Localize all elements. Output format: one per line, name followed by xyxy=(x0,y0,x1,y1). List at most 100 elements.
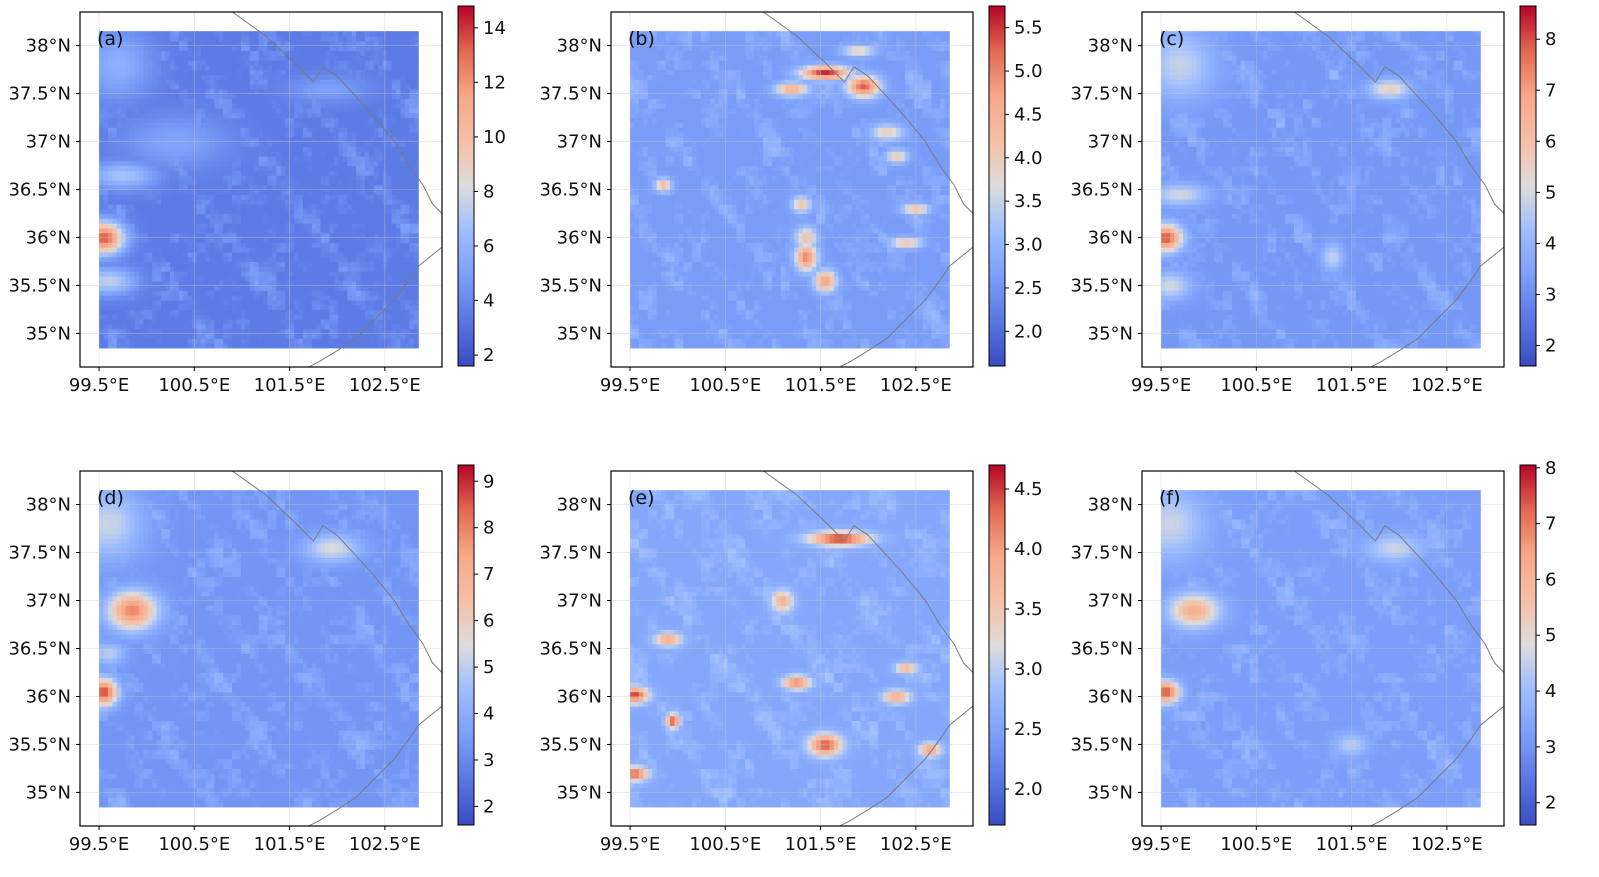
heatmap-cell xyxy=(634,309,640,315)
heatmap-cell xyxy=(169,184,175,191)
heatmap-cell xyxy=(338,45,344,51)
heatmap-cell xyxy=(178,242,184,248)
heatmap-cell xyxy=(285,146,291,152)
heatmap-cell xyxy=(205,271,211,277)
heatmap-cell xyxy=(107,175,113,181)
heatmap-cell xyxy=(99,136,105,143)
heatmap-cell xyxy=(103,314,109,320)
heatmap-cell xyxy=(382,237,388,243)
heatmap-cell xyxy=(320,314,326,320)
heatmap-cell xyxy=(134,122,140,128)
heatmap-cell xyxy=(258,31,264,37)
heatmap-cell xyxy=(409,314,415,320)
heatmap-cell xyxy=(396,88,402,95)
heatmap-cell xyxy=(130,117,136,123)
heatmap-cell xyxy=(138,79,144,85)
heatmap-cell xyxy=(373,155,379,162)
heatmap-cell xyxy=(387,218,393,224)
heatmap-cell xyxy=(205,189,211,195)
heatmap-cell xyxy=(634,261,640,267)
heatmap-cell xyxy=(99,304,105,311)
heatmap-cell xyxy=(320,184,326,191)
heatmap-cell xyxy=(240,271,246,277)
heatmap-cell xyxy=(391,343,397,349)
heatmap-cell xyxy=(302,285,308,291)
heatmap-cell xyxy=(138,338,144,344)
heatmap-cell xyxy=(138,227,144,234)
heatmap-cell xyxy=(236,31,242,37)
heatmap-cell xyxy=(285,184,291,191)
heatmap-cell xyxy=(156,232,162,239)
heatmap-cell xyxy=(373,103,379,109)
heatmap-cell xyxy=(240,242,246,248)
heatmap-cell xyxy=(307,59,313,66)
heatmap-cell xyxy=(143,83,149,90)
heatmap-cell xyxy=(174,112,180,119)
colorbar-tick-label: 14 xyxy=(483,18,506,39)
heatmap-cell xyxy=(143,203,149,210)
heatmap-cell xyxy=(147,45,153,51)
heatmap-cell xyxy=(205,213,211,219)
heatmap-cell xyxy=(347,151,353,157)
heatmap-cell xyxy=(178,203,184,210)
heatmap-cell xyxy=(183,304,189,311)
heatmap-cell xyxy=(263,232,269,239)
heatmap-cell xyxy=(107,256,113,263)
heatmap-cell xyxy=(245,59,251,66)
heatmap-cell xyxy=(214,333,220,339)
heatmap-cell xyxy=(125,223,131,229)
heatmap-cell xyxy=(294,117,300,123)
heatmap-cell xyxy=(378,175,384,181)
heatmap-cell xyxy=(249,131,255,138)
heatmap-cell xyxy=(143,136,149,143)
heatmap-cell xyxy=(347,79,353,85)
heatmap-cell xyxy=(249,64,255,71)
heatmap-cell xyxy=(342,323,348,330)
heatmap-cell xyxy=(130,247,136,253)
heatmap-cell xyxy=(165,323,171,330)
heatmap-cell xyxy=(365,170,371,176)
heatmap-cell xyxy=(107,151,113,157)
heatmap-cell xyxy=(223,55,229,61)
heatmap-cell xyxy=(254,309,260,315)
heatmap-cell xyxy=(351,271,357,277)
heatmap-cell xyxy=(638,237,644,243)
heatmap-cell xyxy=(307,107,313,114)
heatmap-cell xyxy=(201,290,207,296)
heatmap-cell xyxy=(263,175,269,181)
heatmap-cell xyxy=(169,261,175,267)
heatmap-cell xyxy=(302,117,308,123)
heatmap-cell xyxy=(218,333,224,339)
heatmap-cell xyxy=(630,107,636,114)
heatmap-cell xyxy=(227,141,233,147)
heatmap-cell xyxy=(99,203,105,210)
heatmap-cell xyxy=(254,136,260,143)
heatmap-cell xyxy=(289,146,295,152)
heatmap-cell xyxy=(316,79,322,85)
heatmap-cell xyxy=(263,333,269,339)
heatmap-cell xyxy=(165,189,171,195)
heatmap-cell xyxy=(285,141,291,147)
heatmap-cell xyxy=(196,343,202,349)
heatmap-cell xyxy=(391,45,397,51)
heatmap-cell xyxy=(125,261,131,267)
heatmap-cell xyxy=(205,227,211,234)
heatmap-cell xyxy=(400,160,406,167)
heatmap-cell xyxy=(112,232,118,239)
heatmap-cell xyxy=(218,141,224,147)
heatmap-cell xyxy=(285,64,291,71)
heatmap-cell xyxy=(130,103,136,109)
heatmap-cell xyxy=(161,290,167,296)
heatmap-cell xyxy=(382,88,388,95)
heatmap-cell xyxy=(223,285,229,291)
heatmap-cell xyxy=(236,218,242,224)
heatmap-cell xyxy=(413,93,419,99)
heatmap-cell xyxy=(316,170,322,176)
heatmap-cell xyxy=(396,170,402,176)
heatmap-cell xyxy=(143,256,149,263)
heatmap-cell xyxy=(236,333,242,339)
heatmap-cell xyxy=(356,184,362,191)
heatmap-cell xyxy=(391,98,397,104)
heatmap-cell xyxy=(329,31,335,37)
heatmap-cell xyxy=(400,319,406,325)
